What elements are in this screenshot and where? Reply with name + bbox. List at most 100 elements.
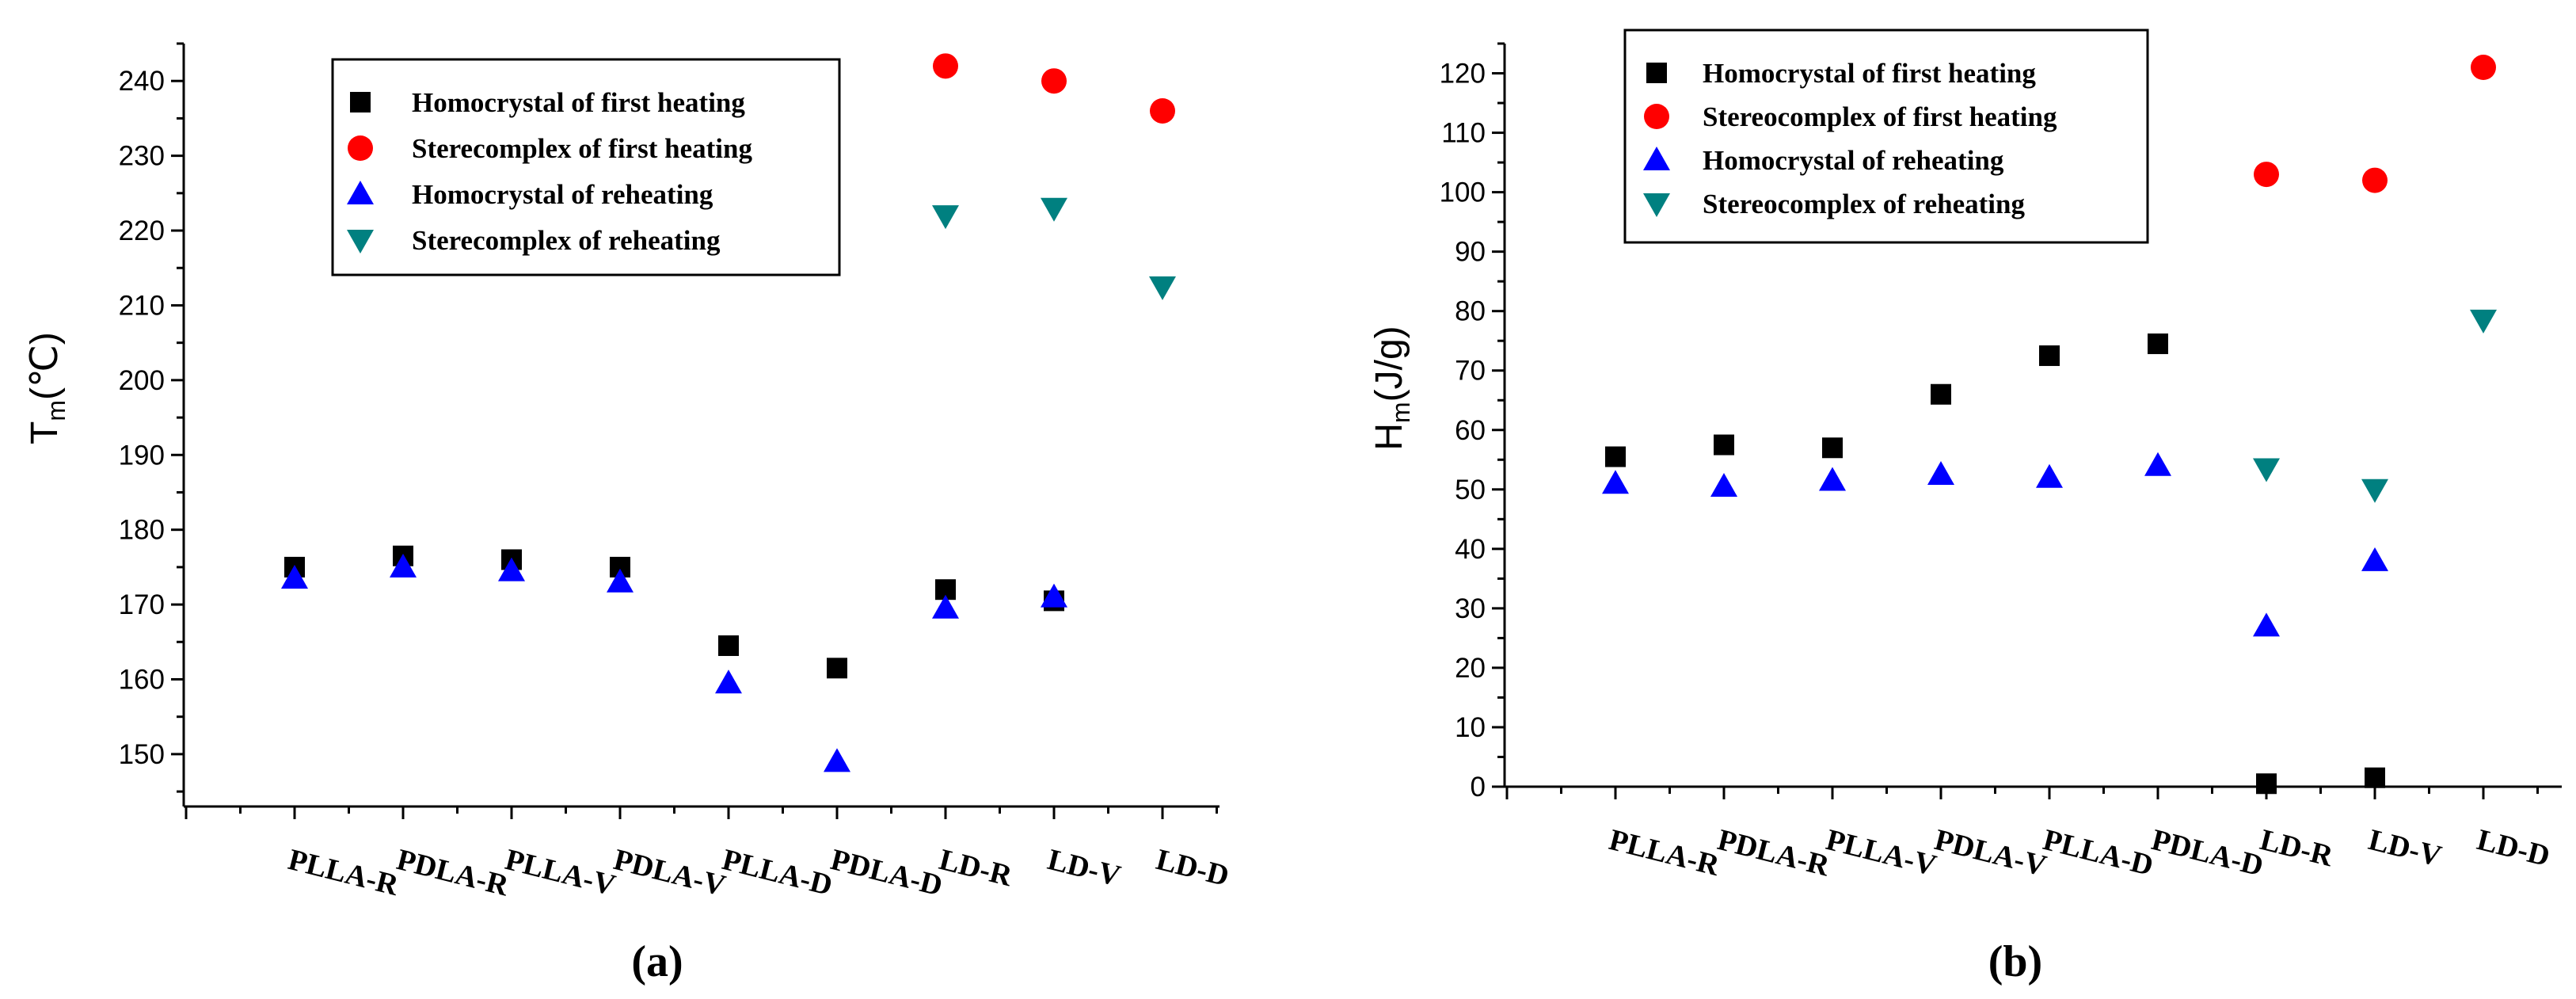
y-tick-label: 200 (119, 365, 165, 396)
x-category-label: LD-R (2257, 823, 2337, 873)
data-point (718, 635, 739, 657)
x-category-label: PDLA-R (1714, 823, 1833, 883)
x-category-label: PDLA-V (1931, 823, 2050, 883)
legend-marker (1644, 104, 1669, 129)
legend-marker (347, 181, 374, 204)
data-point (2362, 167, 2388, 193)
series-1 (933, 53, 1175, 124)
y-axis-title-subscript: m (42, 400, 70, 421)
y-tick-label: 190 (119, 440, 165, 471)
legend-marker (347, 230, 374, 254)
chart-panel-a: 150160170180190200210220230240PLLA-RPDLA… (24, 42, 1232, 986)
y-tick-label: 20 (1455, 653, 1486, 684)
x-category-label: PDLA-D (2148, 823, 2266, 883)
legend-marker (1643, 147, 1670, 170)
y-tick-label: 80 (1455, 296, 1486, 327)
x-category-label: PLLA-V (502, 843, 619, 902)
legend-label: Homocrystal of first heating (1703, 58, 2036, 89)
y-tick-label: 210 (119, 290, 165, 321)
data-point (1041, 197, 1067, 222)
y-tick-label: 0 (1471, 772, 1486, 803)
series-3 (932, 197, 1176, 300)
data-point (1041, 68, 1067, 94)
y-tick-label: 30 (1455, 593, 1486, 624)
x-category-label: PLLA-R (285, 843, 402, 902)
data-point (1150, 97, 1175, 124)
y-tick-label: 110 (1441, 118, 1486, 149)
data-point (2256, 773, 2277, 795)
y-axis-title: Hm(J/g) (1368, 326, 1415, 450)
y-tick-label: 40 (1455, 534, 1486, 565)
x-category-label: PLLA-D (719, 843, 835, 902)
y-tick-label: 230 (119, 141, 165, 172)
legend-box (331, 58, 841, 276)
data-point (2253, 612, 2280, 637)
x-category-label: PLLA-D (2040, 823, 2156, 883)
legend-label: Stereocomplex of first heating (1703, 101, 2057, 132)
series-2 (281, 553, 1067, 772)
data-point (827, 658, 847, 679)
data-point (1710, 473, 1737, 498)
data-point (2039, 345, 2060, 366)
x-category-label: PLLA-R (1606, 823, 1723, 883)
series-2 (1602, 452, 2388, 637)
y-tick-label: 240 (119, 66, 165, 97)
legend-label: Sterecomplex of first heating (412, 133, 752, 164)
y-tick-label: 70 (1455, 356, 1486, 387)
legend-label: Stereocomplex of reheating (1703, 189, 2025, 219)
y-axis-title: Tm(℃) (24, 332, 70, 444)
data-point (2253, 458, 2280, 482)
series-3 (2253, 309, 2497, 503)
x-category-label: PDLA-D (828, 843, 946, 902)
panel-label: (a) (631, 937, 683, 986)
legend-marker (348, 135, 373, 161)
y-axis-title-unit: (℃) (24, 332, 66, 400)
data-point (2365, 767, 2385, 788)
legend-label: Homocrystal of first heating (412, 87, 745, 118)
data-point (1819, 467, 1846, 491)
data-point (1041, 583, 1067, 608)
data-point (2144, 452, 2171, 476)
data-point (824, 748, 850, 772)
legend-label: Sterecomplex of reheating (412, 225, 721, 256)
chart-panel-b: 0 10 20 30 40 50 60 70 80 90 100 110 120 PLLA-RPDLA-R… (1368, 29, 2562, 986)
y-tick-label: 100 (1440, 177, 1486, 208)
y-tick-label: 50 (1455, 475, 1486, 505)
y-tick-label: 170 (119, 589, 165, 620)
x-category-label: LD-V (1044, 843, 1124, 893)
data-point (1149, 276, 1176, 300)
data-point (281, 565, 308, 589)
x-category-label: LD-D (2474, 823, 2553, 873)
legend-box (1623, 29, 2149, 244)
y-axis-title-unit: (J/g) (1368, 326, 1410, 402)
legend-marker (1643, 193, 1670, 217)
x-category-label: LD-R (936, 843, 1016, 893)
y-tick-label: 150 (119, 739, 165, 770)
x-category-label: PDLA-V (611, 843, 729, 903)
legend-marker (1646, 63, 1667, 83)
data-point (2471, 55, 2496, 81)
y-tick-label: 220 (119, 215, 165, 246)
data-point (607, 568, 634, 593)
data-point (1605, 446, 1626, 467)
data-point (1822, 437, 1843, 459)
x-category-label: LD-V (2365, 823, 2445, 873)
y-tick-label: 10 (1455, 712, 1486, 743)
data-point (2254, 162, 2279, 188)
data-point (715, 669, 742, 694)
y-axis-title-subscript: m (1387, 402, 1415, 423)
y-tick-label: 180 (119, 515, 165, 546)
data-point (1602, 470, 1629, 494)
legend: Homocrystal of first heating Sterecomplex… (331, 58, 841, 276)
data-point (932, 594, 959, 619)
y-axis-title-main: T (24, 421, 66, 444)
y-tick-label: 90 (1455, 237, 1486, 268)
legend-marker (350, 92, 371, 112)
x-category-label: PDLA-R (394, 843, 512, 903)
data-point (1931, 383, 1951, 405)
panel-label: (b) (1988, 937, 2042, 986)
data-point (390, 553, 417, 578)
data-point (2361, 547, 2388, 571)
data-point (2036, 463, 2063, 488)
